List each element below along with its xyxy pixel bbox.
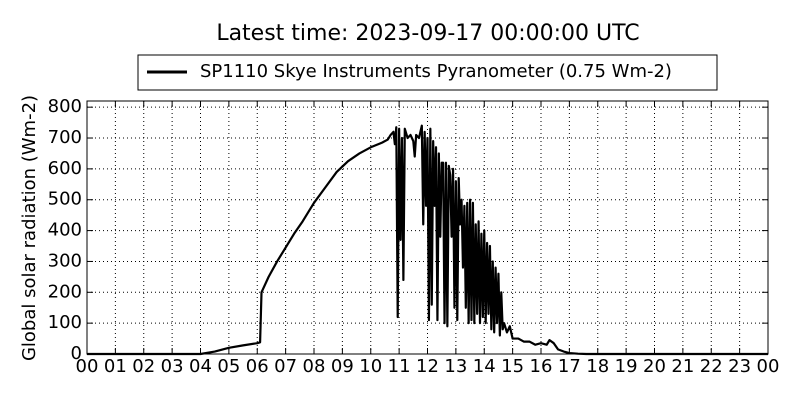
x-tick-label: 16 (530, 356, 553, 377)
x-tick-label: 17 (558, 356, 581, 377)
x-tick-label: 19 (615, 356, 638, 377)
x-tick-label: 01 (104, 356, 127, 377)
y-tick-label: 500 (48, 189, 82, 210)
legend-box (137, 54, 718, 91)
data-line (87, 124, 768, 356)
y-tick-label: 0 (71, 343, 82, 364)
plot-frame (86, 100, 769, 355)
x-tick-label: 14 (473, 356, 496, 377)
y-tick-label: 600 (48, 158, 82, 179)
x-tick-label: 09 (331, 356, 354, 377)
x-tick-label: 02 (132, 356, 155, 377)
x-tick-label: 05 (217, 356, 240, 377)
y-tick-label: 700 (48, 127, 82, 148)
x-tick-label: 00 (76, 356, 99, 377)
y-axis-label: Global solar radiation (Wm-2) (19, 95, 40, 361)
x-tick-label: 13 (444, 356, 467, 377)
y-tick-label: 800 (48, 96, 82, 117)
x-tick-label: 03 (161, 356, 184, 377)
x-tick-label: 15 (501, 356, 524, 377)
x-tick-label: 11 (388, 356, 411, 377)
legend-label: SP1110 Skye Instruments Pyranometer (0.7… (200, 61, 672, 82)
y-tick-label: 400 (48, 220, 82, 241)
y-tick-label: 200 (48, 281, 82, 302)
y-tick-label: 300 (48, 250, 82, 271)
x-tick-label: 22 (700, 356, 723, 377)
x-tick-label: 00 (757, 356, 780, 377)
x-tick-label: 07 (274, 356, 297, 377)
x-tick-label: 23 (728, 356, 751, 377)
x-tick-label: 06 (246, 356, 269, 377)
chart-title: Latest time: 2023-09-17 00:00:00 UTC (216, 21, 639, 46)
x-tick-label: 10 (359, 356, 382, 377)
x-tick-label: 20 (643, 356, 666, 377)
x-tick-label: 08 (303, 356, 326, 377)
y-tick-label: 100 (48, 312, 82, 333)
x-tick-label: 12 (416, 356, 439, 377)
x-tick-label: 04 (189, 356, 212, 377)
x-tick-label: 21 (671, 356, 694, 377)
x-tick-label: 18 (586, 356, 609, 377)
